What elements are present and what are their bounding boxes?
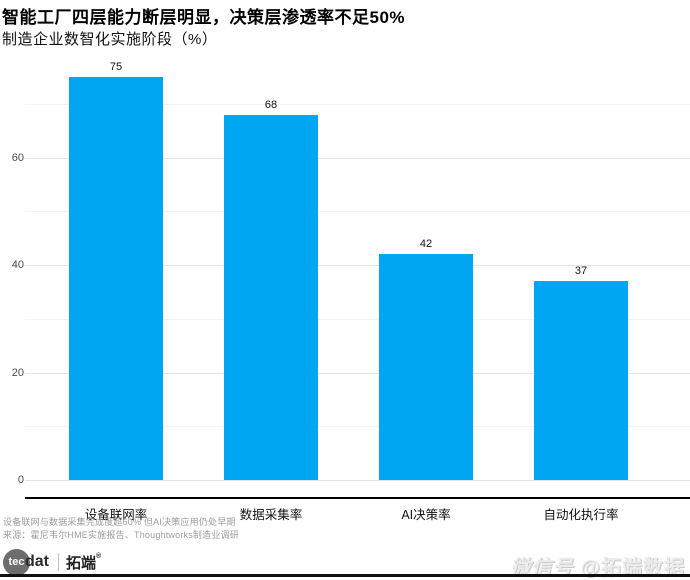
- y-axis-tick-label: 20: [11, 366, 24, 379]
- gridline-major-60: [25, 157, 690, 159]
- gridline-minor-10: [25, 426, 690, 428]
- x-axis-category-label: 设备联网率: [84, 508, 148, 522]
- chart-title: 智能工厂四层能力断层明显，决策层渗透率不足50%: [2, 8, 406, 27]
- gridline-minor-30: [25, 318, 690, 320]
- y-axis-tick-label: 0: [17, 474, 24, 486]
- footnote-source-line: 来源：霍尼韦尔HME实施报告、Thoughtworks制造业调研: [3, 530, 239, 540]
- bar-value-label: 37: [574, 265, 588, 278]
- x-axis-line: [25, 497, 690, 499]
- watermark-prefix: 微信号: [510, 557, 574, 579]
- logo-circle-icon: tec: [3, 548, 30, 576]
- logo-brand-name: 拓端 ®: [66, 552, 101, 573]
- bar-value-label: 68: [264, 98, 278, 111]
- bar-value-label: 75: [109, 60, 123, 73]
- gridline-minor-70: [25, 103, 690, 105]
- bottom-border: [0, 574, 690, 577]
- x-axis-category-label: 数据采集率: [239, 508, 303, 522]
- chart-subtitle: 制造企业数智化实施阶段（%）: [2, 31, 218, 48]
- watermark-handle: @拓端数据: [580, 557, 685, 579]
- registered-mark: ®: [96, 552, 102, 560]
- gridline-minor-50: [25, 211, 690, 213]
- tecdat-logo: tec dat 拓端 ®: [3, 548, 101, 576]
- bar-AI决策率: [379, 254, 473, 480]
- gridline-major-0: [25, 480, 690, 481]
- watermark: 微信号 @拓端数据: [510, 551, 685, 580]
- logo-circle-text: tec: [8, 556, 25, 568]
- logo-text: dat: [25, 553, 49, 570]
- y-axis-tick-label: 40: [11, 259, 24, 271]
- brand-name-text: 拓端: [66, 554, 97, 572]
- x-axis-category-label: 自动化执行率: [543, 508, 619, 522]
- bar-value-label: 42: [419, 238, 433, 251]
- gridline-major-40: [25, 265, 690, 266]
- bar-自动化执行率: [534, 281, 628, 480]
- bar-设备联网率: [69, 76, 163, 480]
- footnote-line1: 设备联网与数据采集完成度超60% 但AI决策应用仍处早期: [3, 517, 236, 527]
- bar-数据采集率: [224, 114, 318, 480]
- gridline-major-20: [25, 372, 690, 374]
- logo-divider: [58, 553, 59, 571]
- x-axis-category-label: AI决策率: [401, 508, 451, 522]
- y-axis-tick-label: 60: [11, 151, 24, 164]
